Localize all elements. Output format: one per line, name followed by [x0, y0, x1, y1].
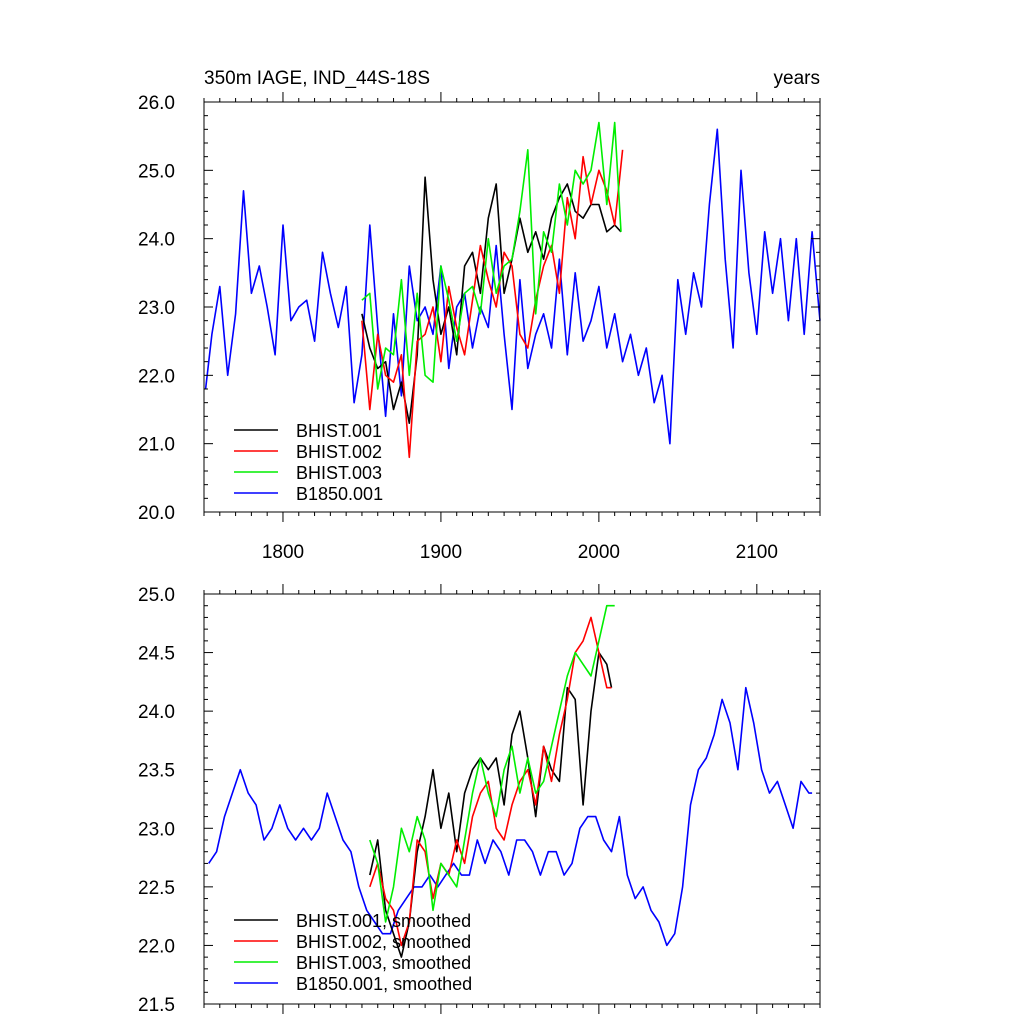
- axis-ticks: 20.0 21.0 22.0 23.0 24.0 25.0 26.0 1800 1900 2000…: [138, 92, 821, 563]
- y-tick-label: 24.0: [138, 702, 175, 723]
- y-tick-label: 20.0: [138, 503, 175, 524]
- x-tick-label: 2000: [578, 542, 620, 563]
- y-tick-label: 25.0: [138, 161, 175, 182]
- legend-label: BHIST.003, smoothed: [296, 953, 471, 973]
- x-tick-label: 2100: [736, 542, 778, 563]
- legend-label: BHIST.002, smoothed: [296, 932, 471, 952]
- y-tick-label: 25.0: [138, 585, 175, 606]
- legend-label: B1850.001, smoothed: [296, 974, 472, 994]
- series-line-2: [361, 121, 622, 390]
- plot-area: [204, 121, 821, 459]
- y-tick-label: 21.5: [138, 995, 175, 1016]
- y-tick-label: 21.0: [138, 435, 175, 456]
- y-tick-label: 22.0: [138, 936, 175, 957]
- series-line-3: [204, 128, 821, 445]
- chart-title-right: years: [774, 68, 820, 89]
- series-line-1: [361, 149, 624, 459]
- x-tick-label: 1800: [262, 542, 304, 563]
- legend-label: BHIST.001: [296, 421, 382, 441]
- top-panel: 350m IAGE, IND_44S-18S years 20.0 21.0 22.…: [138, 68, 821, 563]
- series-line-3: [208, 686, 813, 947]
- y-tick-label: 23.5: [138, 761, 175, 782]
- x-tick-label: 1900: [420, 542, 462, 563]
- plot-area: [208, 604, 813, 958]
- legend-label: BHIST.001, smoothed: [296, 911, 471, 931]
- legend-label: B1850.001: [296, 484, 383, 504]
- legend-label: BHIST.002: [296, 442, 382, 462]
- chart-title: 350m IAGE, IND_44S-18S: [204, 68, 430, 89]
- y-tick-label: 22.5: [138, 878, 175, 899]
- y-tick-label: 24.0: [138, 230, 175, 251]
- axis-ticks: 21.5 22.0 22.5 23.0 23.5 24.0 24.5 25.0: [138, 584, 821, 1016]
- plot-frame: [203, 593, 821, 1005]
- y-tick-label: 23.0: [138, 819, 175, 840]
- bottom-panel: 21.5 22.0 22.5 23.0 23.5 24.0 24.5 25.0 BHIST.0…: [138, 584, 821, 1016]
- y-tick-label: 24.5: [138, 644, 175, 665]
- series-line-2: [369, 604, 615, 923]
- legend-label: BHIST.003: [296, 463, 382, 483]
- y-tick-label: 26.0: [138, 93, 175, 114]
- y-tick-label: 23.0: [138, 298, 175, 319]
- series-line-1: [369, 616, 612, 947]
- y-tick-label: 22.0: [138, 366, 175, 387]
